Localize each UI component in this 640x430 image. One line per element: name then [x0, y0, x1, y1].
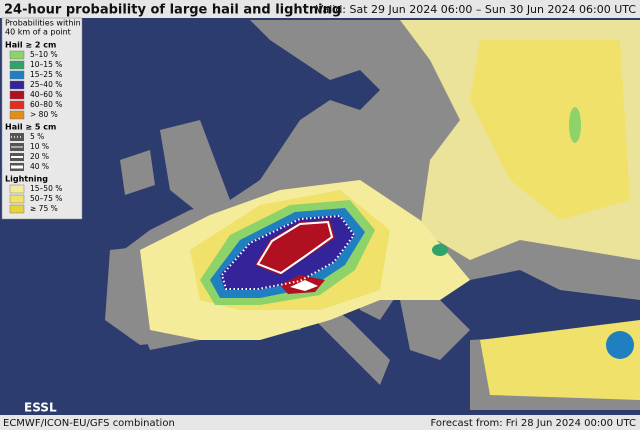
footer-bar [0, 415, 640, 430]
legend-swatch [9, 80, 25, 90]
legend-swatch [9, 50, 25, 60]
legend-label: 10 % [30, 142, 49, 151]
legend-label: 60–80 % [30, 100, 62, 109]
legend-swatch [9, 184, 25, 194]
legend-group-title: Hail ≥ 5 cm [5, 123, 56, 132]
legend-label: 15–25 % [30, 70, 62, 79]
legend-intro: Probabilities within [5, 19, 81, 28]
legend-intro: 40 km of a point [5, 28, 71, 37]
legend-swatch [9, 60, 25, 70]
legend-swatch [9, 204, 25, 214]
legend-swatch [9, 90, 25, 100]
legend-label: ≥ 75 % [30, 204, 58, 213]
legend-label: 40 % [30, 162, 49, 171]
title: 24-hour probability of large hail and li… [4, 3, 341, 18]
hail-areas [200, 107, 634, 359]
legend-swatch [9, 70, 25, 80]
legend-label: 25–40 % [30, 80, 62, 89]
legend-group-title: Hail ≥ 2 cm [5, 41, 56, 50]
legend-label: 5 % [30, 132, 44, 141]
legend-label: 5–10 % [30, 50, 58, 59]
lightning-areas [140, 20, 640, 400]
legend-swatch [9, 194, 25, 204]
logo: ESSL [24, 401, 57, 415]
forecast-time: Forecast from: Fri 28 Jun 2024 00:00 UTC [430, 418, 636, 429]
model-source: ECMWF/ICON-EU/GFS combination [3, 418, 175, 429]
header-bar [0, 0, 640, 18]
legend-label: 15–50 % [30, 184, 62, 193]
legend-label: 10–15 % [30, 60, 62, 69]
legend-label: > 80 % [30, 110, 58, 119]
legend-swatch [9, 100, 25, 110]
legend-swatch [9, 110, 25, 120]
legend-label: 20 % [30, 152, 49, 161]
legend-label: 40–60 % [30, 90, 62, 99]
valid-time: Valid: Sat 29 Jun 2024 06:00 – Sun 30 Ju… [316, 3, 637, 16]
legend-group-title: Lightning [5, 175, 48, 184]
legend-label: 50–75 % [30, 194, 62, 203]
